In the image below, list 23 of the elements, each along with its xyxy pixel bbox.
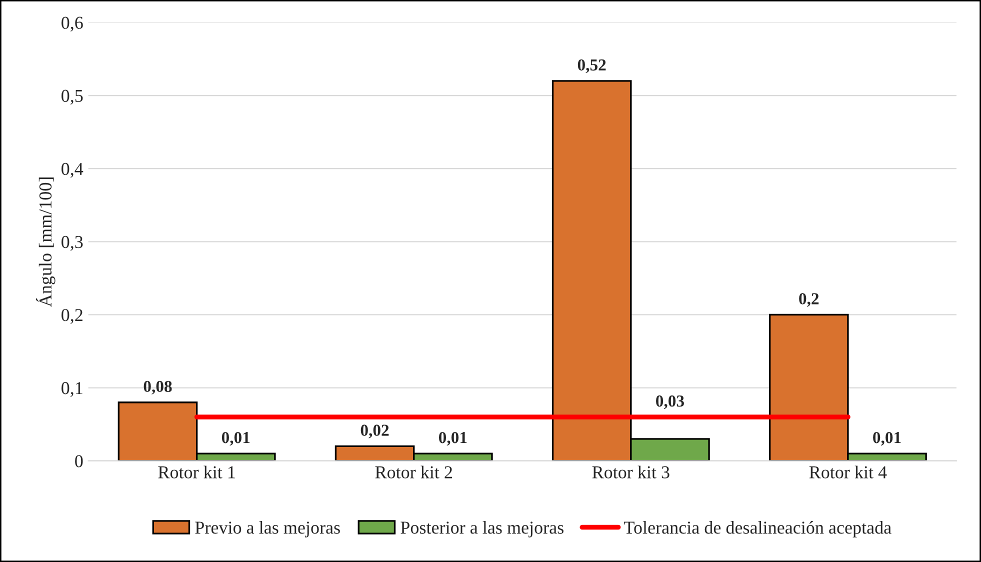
data-label: 0,52 <box>578 59 606 74</box>
x-tick-label: Rotor kit 4 <box>809 466 887 478</box>
y-tick-label: 0 <box>75 455 83 468</box>
y-axis-title: Ángulo [mm/100] <box>36 178 56 307</box>
legend-label: Tolerancia de desalineación aceptada <box>624 521 892 538</box>
x-tick-label: Rotor kit 3 <box>592 466 670 478</box>
x-tick-label: Rotor kit 1 <box>158 466 235 478</box>
data-label: 0,03 <box>656 395 684 410</box>
data-label: 0,01 <box>873 432 901 446</box>
data-label: 0,02 <box>360 424 389 438</box>
y-tick-label: 0,2 <box>62 308 82 324</box>
y-tick-label: 0,1 <box>62 382 82 397</box>
legend-label: Previo a las mejoras <box>195 521 340 538</box>
data-label: 0,01 <box>438 432 467 446</box>
legend-label: Posterior a las mejoras <box>400 521 564 538</box>
x-tick-label: Rotor kit 2 <box>375 466 452 478</box>
data-label: 0,2 <box>799 293 819 307</box>
y-tick-label: 0,4 <box>62 162 84 178</box>
data-label: 0,08 <box>144 380 172 394</box>
y-tick-label: 0,6 <box>62 16 83 32</box>
y-tick-label: 0,5 <box>62 90 83 105</box>
data-label: 0,01 <box>222 432 250 446</box>
y-tick-label: 0,3 <box>62 236 83 251</box>
